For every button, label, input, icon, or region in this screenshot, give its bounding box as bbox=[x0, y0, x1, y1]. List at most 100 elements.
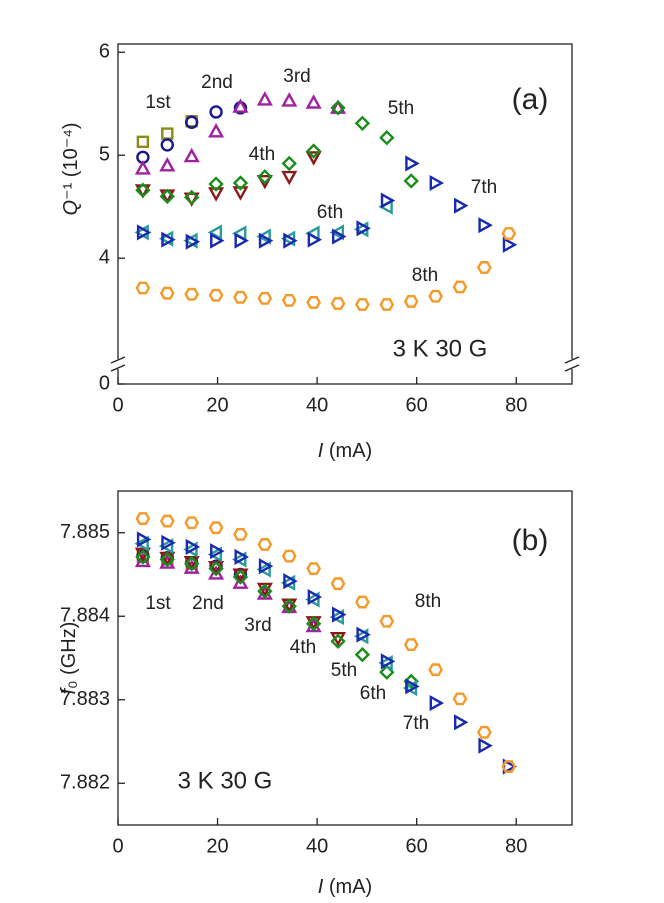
marker bbox=[281, 598, 297, 614]
marker bbox=[232, 569, 249, 585]
marker bbox=[307, 231, 323, 248]
marker bbox=[159, 188, 175, 205]
marker bbox=[135, 281, 151, 295]
marker bbox=[452, 280, 468, 294]
marker bbox=[452, 692, 468, 706]
x-axis-label: I (mA) bbox=[318, 876, 372, 898]
marker bbox=[257, 538, 273, 551]
x-tick-label: 0 bbox=[112, 835, 123, 857]
series-label: 8th bbox=[415, 591, 441, 612]
series-label: 5th bbox=[331, 660, 357, 681]
marker bbox=[330, 297, 346, 310]
marker bbox=[305, 151, 322, 166]
marker bbox=[283, 232, 298, 249]
series-label: 5th bbox=[388, 98, 414, 119]
annotation: (a) bbox=[512, 83, 549, 116]
y-axis-symbol: f bbox=[58, 686, 80, 694]
marker bbox=[405, 155, 420, 172]
marker bbox=[280, 230, 296, 247]
marker bbox=[210, 543, 225, 560]
marker bbox=[258, 232, 274, 249]
x-tick-label: 40 bbox=[306, 394, 328, 416]
marker bbox=[256, 228, 271, 245]
marker bbox=[356, 220, 371, 237]
y-tick-label: 4 bbox=[99, 246, 110, 268]
marker bbox=[160, 138, 174, 152]
series-label: 2nd bbox=[192, 593, 224, 614]
series-label: 1st bbox=[145, 92, 171, 113]
marker bbox=[379, 130, 395, 146]
marker bbox=[355, 298, 370, 311]
x-tick-label: 80 bbox=[505, 394, 527, 416]
marker bbox=[232, 175, 249, 191]
marker bbox=[256, 174, 273, 190]
marker bbox=[183, 189, 200, 206]
x-tick-label: 60 bbox=[406, 394, 428, 416]
marker bbox=[161, 534, 176, 551]
x-axis-label: I (mA) bbox=[318, 440, 372, 462]
marker bbox=[208, 288, 224, 302]
marker bbox=[257, 291, 273, 305]
marker bbox=[403, 295, 419, 308]
marker bbox=[354, 646, 371, 663]
marker bbox=[136, 531, 152, 548]
marker bbox=[159, 514, 175, 528]
marker bbox=[136, 224, 152, 241]
y-axis-label: f₀ (GHz) bbox=[58, 622, 80, 695]
y-tick-label: 7.885 bbox=[60, 521, 110, 543]
x-tick-label: 60 bbox=[406, 835, 428, 857]
marker bbox=[208, 176, 224, 192]
series-label: 6th bbox=[360, 683, 386, 704]
marker bbox=[305, 94, 322, 109]
marker bbox=[183, 147, 200, 163]
marker bbox=[478, 737, 493, 754]
marker bbox=[330, 577, 346, 591]
marker bbox=[305, 616, 322, 632]
marker bbox=[403, 673, 419, 690]
y-tick-label: 5 bbox=[99, 143, 110, 165]
marker bbox=[403, 173, 419, 189]
axis-break bbox=[564, 356, 580, 364]
marker bbox=[281, 549, 297, 563]
y-axis-symbol: Q bbox=[60, 200, 82, 216]
marker bbox=[185, 538, 201, 555]
marker bbox=[232, 574, 249, 589]
marker bbox=[428, 663, 443, 677]
marker bbox=[307, 589, 323, 606]
annotation: (b) bbox=[512, 524, 549, 557]
marker bbox=[183, 555, 200, 572]
x-axis-symbol: I bbox=[318, 440, 324, 462]
marker bbox=[429, 695, 445, 712]
annotation: 3 K 30 G bbox=[178, 767, 273, 794]
marker bbox=[135, 549, 151, 565]
marker bbox=[207, 224, 223, 241]
marker bbox=[136, 135, 150, 149]
marker bbox=[332, 228, 347, 245]
marker bbox=[429, 174, 445, 192]
marker bbox=[257, 169, 273, 185]
marker bbox=[183, 541, 198, 558]
marker bbox=[453, 197, 469, 214]
series-label: 3rd bbox=[244, 615, 271, 636]
series-label: 8th bbox=[412, 265, 438, 286]
marker bbox=[379, 298, 395, 311]
y-tick-label: 7.883 bbox=[60, 688, 110, 710]
marker bbox=[281, 92, 298, 107]
x-axis-unit: (mA) bbox=[323, 440, 372, 462]
marker bbox=[379, 664, 395, 680]
marker bbox=[208, 521, 224, 535]
marker bbox=[184, 516, 200, 530]
x-tick-label: 20 bbox=[206, 394, 228, 416]
marker bbox=[477, 725, 492, 739]
y-axis-label: Q⁻¹ (10⁻⁴) bbox=[60, 122, 82, 215]
x-tick-label: 80 bbox=[505, 835, 527, 857]
marker bbox=[135, 182, 151, 198]
series-label: 4th bbox=[249, 144, 275, 165]
marker bbox=[134, 160, 151, 175]
series-label: 7th bbox=[471, 177, 497, 198]
series-label: 6th bbox=[317, 202, 343, 223]
marker bbox=[208, 560, 224, 577]
x-tick-label: 40 bbox=[306, 835, 328, 857]
marker bbox=[478, 217, 493, 234]
